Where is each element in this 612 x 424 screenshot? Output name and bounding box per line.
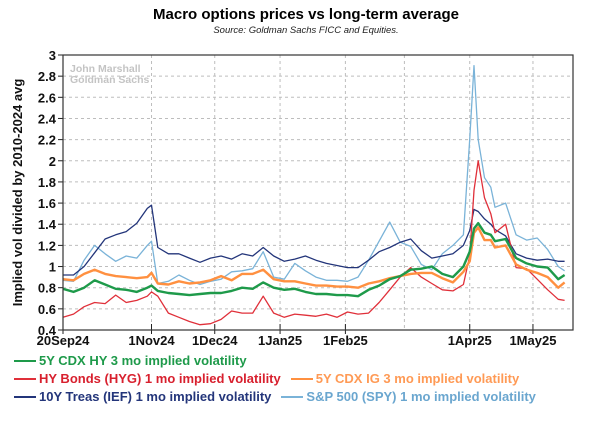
y-tick-label: 1.2 xyxy=(38,238,56,253)
series-line-4 xyxy=(62,64,565,286)
legend-label: 5Y CDX HY 3 mo implied volatility xyxy=(39,353,247,368)
legend-label: 10Y Treas (IEF) 1 mo implied volatility xyxy=(39,389,272,404)
y-tick-label: 1.4 xyxy=(38,217,57,232)
series-line-0 xyxy=(62,221,566,298)
series-line-2 xyxy=(62,226,566,289)
y-tick-label: 0.6 xyxy=(38,302,56,317)
y-tick-label: 2.8 xyxy=(38,69,56,84)
y-tick-label: 1.8 xyxy=(38,175,56,190)
x-tick-label: 1Nov24 xyxy=(128,333,175,348)
y-tick-label: 3 xyxy=(49,48,56,63)
axes: 0.4 0.6 0.8 1 1.2 1.4 1.6 1.8 2 2.2 2.4 2.6 2.8 3 20Se… xyxy=(10,48,574,348)
watermark-text: John Marshall xyxy=(70,63,141,75)
y-tick-label: 2.4 xyxy=(38,111,57,126)
plot-frame xyxy=(62,54,574,331)
legend-item-cdx-ig: 5Y CDX IG 3 mo implied volatility xyxy=(290,370,520,388)
legend-item-ief: 10Y Treas (IEF) 1 mo implied volatility xyxy=(14,388,271,406)
legend-label: S&P 500 (SPY) 1 mo implied volatility xyxy=(306,389,536,404)
legend-swatch xyxy=(14,360,36,362)
legend: 5Y CDX HY 3 mo implied volatility HY Bon… xyxy=(14,352,546,406)
chart-title: Macro options prices vs long-term averag… xyxy=(153,6,459,23)
x-tick-label: 1Apr25 xyxy=(448,333,492,348)
legend-swatch xyxy=(14,378,36,380)
x-tick-label: 1Jan25 xyxy=(258,333,302,348)
legend-swatch xyxy=(281,396,304,398)
watermark-text: Goldman Sachs xyxy=(70,74,150,86)
series-line-3 xyxy=(63,204,565,276)
x-tick-label: 1Dec24 xyxy=(192,333,238,348)
legend-label: HY Bonds (HYG) 1 mo implied volatility xyxy=(39,371,281,386)
y-tick-label: 2 xyxy=(49,154,56,169)
legend-swatch xyxy=(290,378,313,380)
legend-swatch xyxy=(14,396,36,398)
legend-item-cdx-hy: 5Y CDX HY 3 mo implied volatility xyxy=(14,352,247,370)
legend-item-hyg: HY Bonds (HYG) 1 mo implied volatility xyxy=(14,370,281,388)
legend-item-spy: S&P 500 (SPY) 1 mo implied volatility xyxy=(281,388,536,406)
series-line-1 xyxy=(62,160,565,326)
grid xyxy=(63,55,573,330)
chart-subtitle: Source: Goldman Sachs FICC and Equities. xyxy=(213,25,399,36)
y-tick-label: 0.4 xyxy=(38,323,57,338)
legend-label: 5Y CDX IG 3 mo implied volatility xyxy=(315,371,520,386)
series-lines xyxy=(62,64,566,326)
y-axis-label: Implied vol divided by 2010-2024 avg xyxy=(10,79,25,307)
y-tick-label: 2.6 xyxy=(38,90,56,105)
y-tick-label: 1.6 xyxy=(38,196,56,211)
y-tick-label: 2.2 xyxy=(38,133,56,148)
y-tick-label: 1 xyxy=(49,260,56,275)
x-tick-label: 20Sep24 xyxy=(37,333,91,348)
x-tick-label: 1May25 xyxy=(509,333,556,348)
x-tick-label: 1Feb25 xyxy=(323,333,368,348)
y-tick-label: 0.8 xyxy=(38,281,56,296)
